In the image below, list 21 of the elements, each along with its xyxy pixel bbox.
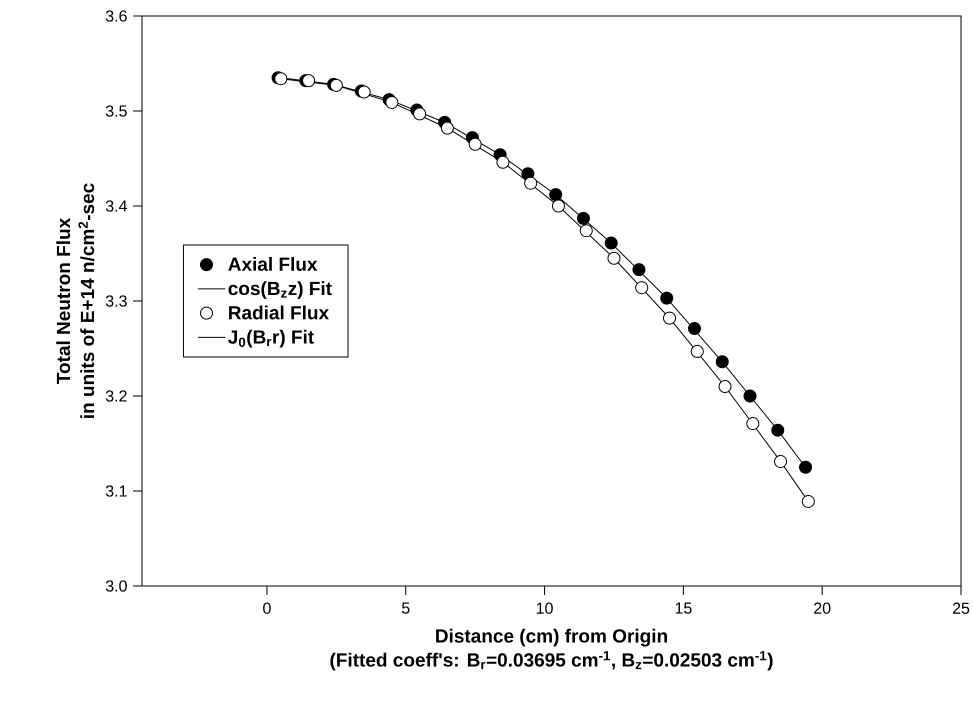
y-tick-label: 3.2 <box>106 390 127 402</box>
legend-label: cos(B$_{z}$z) Fit <box>228 281 332 299</box>
text: (Fitted coeff's: B$_{r}$=0.03695 cm$^{-1}$, B$_{z}$=0.02503 cm$^{-1}$) <box>330 651 773 670</box>
x-tick-label: 5 <box>402 602 410 614</box>
text: in units of E+14 n/cm$^{2}$-sec <box>78 183 94 418</box>
x-tick-label: 25 <box>952 602 970 614</box>
legend-label: J$_{0}$(B$_{r}$r) Fit <box>228 330 314 348</box>
y-tick-label: 3.1 <box>106 485 127 497</box>
x-tick-label: 15 <box>676 602 692 614</box>
legend-label: Axial Flux <box>228 256 318 271</box>
x-tick-label: 0 <box>263 602 271 614</box>
y-tick-label: 3.0 <box>106 580 127 592</box>
y-tick-label: 3.4 <box>106 200 127 212</box>
x-tick-label: 20 <box>814 602 830 614</box>
x-axis-title: Distance (cm) from Origin <box>436 628 667 647</box>
text: Total Neutron Flux <box>56 218 70 384</box>
legend-label: Radial Flux <box>229 305 329 320</box>
y-tick-label: 3.5 <box>106 105 127 117</box>
y-tick-label: 3.3 <box>106 295 127 307</box>
y-tick-label: 3.6 <box>106 10 127 22</box>
x-tick-label: 10 <box>536 602 553 614</box>
